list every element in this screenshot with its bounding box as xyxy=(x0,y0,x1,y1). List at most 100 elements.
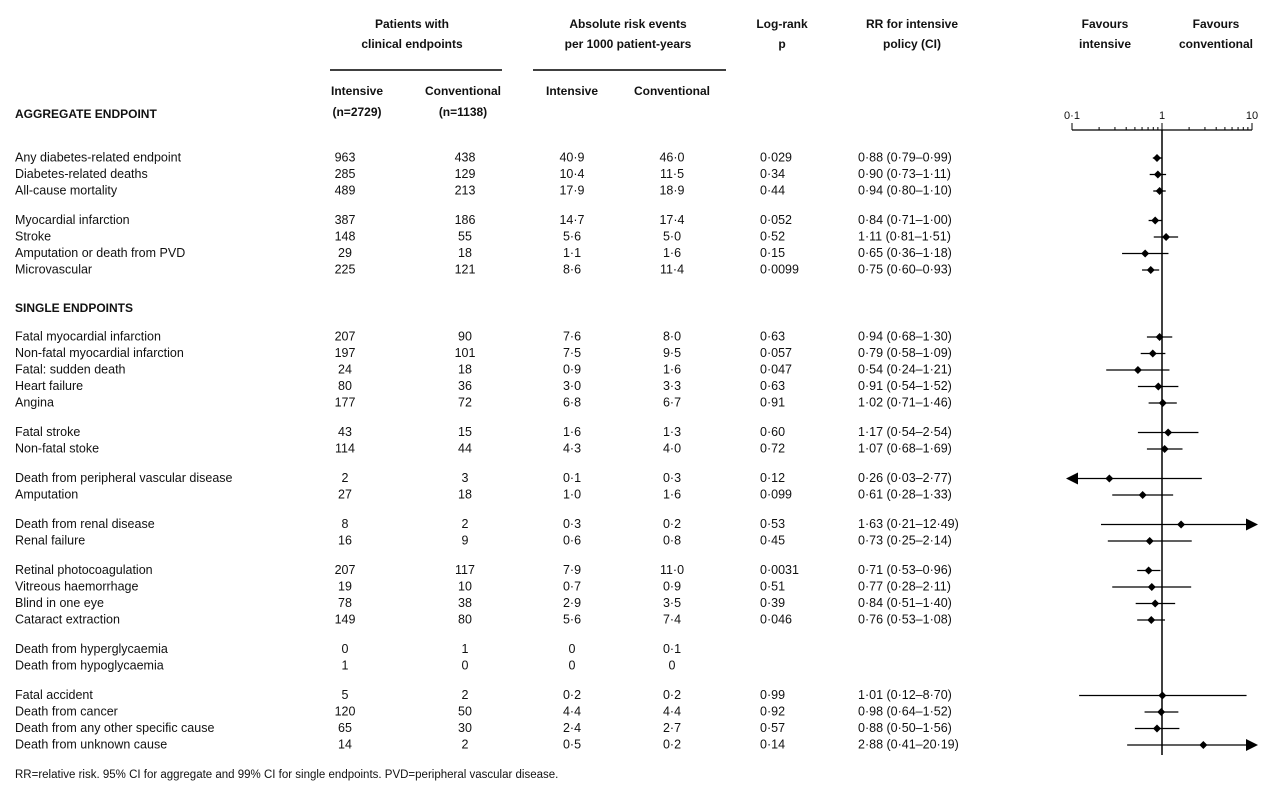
table-cell: 11·0 xyxy=(660,563,684,577)
header: Absolute risk events xyxy=(569,17,687,31)
header: intensive xyxy=(1079,37,1131,51)
table-cell: 40·9 xyxy=(559,150,584,164)
table-cell: 0·1 xyxy=(563,471,581,485)
table-cell: 0·88 (0·50–1·56) xyxy=(858,721,952,735)
point-estimate xyxy=(1155,187,1164,195)
endpoint-name: Diabetes-related deaths xyxy=(15,167,148,181)
header: Patients with xyxy=(375,17,449,31)
table-cell: 2 xyxy=(342,471,349,485)
point-estimate xyxy=(1199,741,1208,749)
table-cell: 0·057 xyxy=(760,346,792,360)
point-estimate xyxy=(1160,445,1169,453)
table-cell: 8·6 xyxy=(563,262,581,276)
table-cell: 0·052 xyxy=(760,213,792,227)
header: (n=2729) xyxy=(332,105,381,119)
table-cell: 121 xyxy=(455,262,476,276)
table-cell: 0 xyxy=(462,658,469,672)
table-cell: 55 xyxy=(458,229,472,243)
table-cell: 120 xyxy=(335,704,356,718)
ci-arrow xyxy=(1066,472,1078,485)
table-cell: 0·94 (0·68–1·30) xyxy=(858,329,952,343)
endpoint-name: Cataract extraction xyxy=(15,612,120,626)
table-cell: 1·0 xyxy=(563,487,581,501)
table-cell: 0·1 xyxy=(663,642,681,656)
table-cell: 0·2 xyxy=(663,517,681,531)
table-cell: 72 xyxy=(458,395,472,409)
table-cell: 9·5 xyxy=(663,346,681,360)
table-cell: 149 xyxy=(335,612,356,626)
table-cell: 489 xyxy=(335,183,356,197)
table-cell: 285 xyxy=(335,167,356,181)
endpoint-name: Microvascular xyxy=(15,262,92,276)
table-cell: 1·1 xyxy=(563,246,581,260)
endpoint-name: Amputation or death from PVD xyxy=(15,246,185,260)
table-cell: 0·2 xyxy=(563,688,581,702)
table-cell: 7·6 xyxy=(563,329,581,343)
table-cell: 1·07 (0·68–1·69) xyxy=(858,441,952,455)
endpoint-name: Renal failure xyxy=(15,533,85,547)
table-cell: 0·5 xyxy=(563,737,581,751)
point-estimate xyxy=(1146,266,1155,274)
table-cell: 9 xyxy=(462,533,469,547)
header: conventional xyxy=(1179,37,1253,51)
table-cell: 207 xyxy=(335,329,356,343)
point-estimate xyxy=(1153,170,1162,179)
point-estimate xyxy=(1144,566,1153,575)
table-cell: 101 xyxy=(455,346,476,360)
endpoint-name: Angina xyxy=(15,395,54,409)
table-cell: 11·5 xyxy=(660,167,684,181)
table-cell: 0·0099 xyxy=(760,262,799,276)
table-cell: 38 xyxy=(458,596,472,610)
table-cell: 2·9 xyxy=(563,596,581,610)
table-cell: 0·76 (0·53–1·08) xyxy=(858,612,952,626)
table-cell: 0 xyxy=(569,642,576,656)
section-title: SINGLE ENDPOINTS xyxy=(15,301,133,315)
table-cell: 186 xyxy=(455,213,476,227)
table-cell: 1·6 xyxy=(663,487,681,501)
table-cell: 90 xyxy=(458,329,472,343)
table-cell: 177 xyxy=(335,395,356,409)
table-cell: 50 xyxy=(458,704,472,718)
endpoint-name: Death from renal disease xyxy=(15,517,155,531)
table-cell: 0·45 xyxy=(760,533,785,547)
table-cell: 0·51 xyxy=(760,579,785,593)
table-cell: 2·4 xyxy=(563,721,581,735)
table-cell: 0·61 (0·28–1·33) xyxy=(858,487,952,501)
table-cell: 438 xyxy=(455,150,476,164)
table-cell: 2·7 xyxy=(663,721,681,735)
table-cell: 18 xyxy=(458,487,472,501)
table-cell: 8·0 xyxy=(663,329,681,343)
table-cell: 1·6 xyxy=(563,425,581,439)
header: Favours xyxy=(1082,17,1129,31)
header: per 1000 patient-years xyxy=(565,37,692,51)
footnote: RR=relative risk. 95% CI for aggregate a… xyxy=(15,769,558,781)
point-estimate xyxy=(1151,599,1160,608)
table-cell: 0·60 xyxy=(760,425,785,439)
table-cell: 114 xyxy=(335,441,355,455)
table-cell: 0·98 (0·64–1·52) xyxy=(858,704,952,718)
ci-arrow xyxy=(1246,739,1258,751)
table-cell: 0·75 (0·60–0·93) xyxy=(858,262,952,276)
endpoint-name: Death from hypoglycaemia xyxy=(15,658,164,672)
point-estimate xyxy=(1153,724,1162,733)
table-cell: 0·44 xyxy=(760,183,785,197)
table-cell: 18 xyxy=(458,362,472,376)
table-cell: 2 xyxy=(462,737,469,751)
table-cell: 0·0031 xyxy=(760,563,799,577)
point-estimate xyxy=(1177,520,1186,529)
table-cell: 1 xyxy=(462,642,469,656)
table-cell: 3·0 xyxy=(563,379,581,393)
table-cell: 11·4 xyxy=(660,262,684,276)
endpoint-name: Death from peripheral vascular disease xyxy=(15,471,233,485)
header: Log-rank xyxy=(756,17,808,31)
endpoint-name: Non-fatal myocardial infarction xyxy=(15,346,184,360)
table-cell: 0·91 xyxy=(760,395,785,409)
table-cell: 0·099 xyxy=(760,487,792,501)
table-cell: 0·57 xyxy=(760,721,785,735)
table-cell: 0·79 (0·58–1·09) xyxy=(858,346,952,360)
table-cell: 0·77 (0·28–2·11) xyxy=(858,579,951,593)
endpoint-name: Blind in one eye xyxy=(15,596,104,610)
table-cell: 0·53 xyxy=(760,517,785,531)
